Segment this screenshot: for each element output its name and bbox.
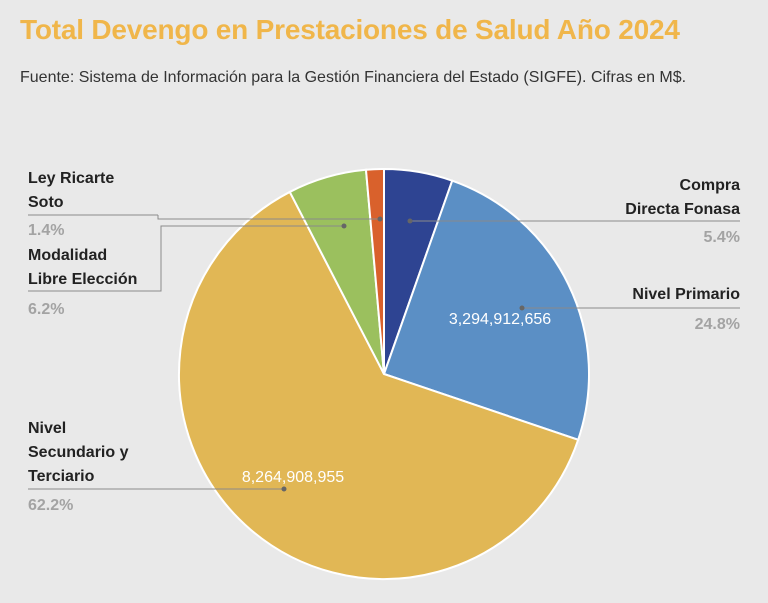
slice-label-line: Ley Ricarte (28, 170, 114, 187)
slice-label-line: Directa Fonasa (625, 201, 740, 218)
slice-label-mle: Modalidad Libre Elección (28, 247, 137, 288)
pie-slices (178, 167, 590, 580)
leader-dot-ricarte (377, 216, 383, 222)
slice-label-primario: Nivel Primario (632, 286, 740, 303)
slice-label-line: Soto (28, 194, 64, 211)
chart-subtitle: Fuente: Sistema de Información para la G… (20, 69, 687, 86)
slice-percent-mle: 6.2% (28, 301, 64, 318)
slice-percent-ricarte: 1.4% (28, 222, 64, 239)
slice-label-line: Nivel (28, 420, 66, 437)
pie-slice-secundario (178, 190, 580, 580)
leader-lines (28, 214, 740, 492)
slice-label-line: Modalidad (28, 247, 107, 264)
leader-dot-mle (341, 223, 347, 229)
slice-value-secundario: 8,264,908,955 (242, 469, 344, 486)
leader-dot-compra (407, 218, 413, 224)
pie-slice-primario (382, 179, 590, 442)
slice-label-line: Compra (680, 177, 741, 194)
slice-label-line: Nivel Primario (632, 286, 740, 303)
slice-percent-secundario: 62.2% (28, 497, 73, 514)
slice-value-primario: 3,294,912,656 (449, 311, 551, 328)
slice-label-line: Secundario y (28, 444, 129, 461)
leader-dot-primario (519, 305, 525, 311)
leader-dot-secundario (281, 486, 287, 492)
slice-label-secundario: Nivel Secundario y Terciario (28, 420, 129, 485)
slice-label-line: Terciario (28, 468, 95, 485)
slice-percent-primario: 24.8% (695, 316, 740, 333)
slice-label-line: Libre Elección (28, 271, 137, 288)
chart-title: Total Devengo en Prestaciones de Salud A… (20, 14, 680, 45)
slice-percent-compra: 5.4% (704, 229, 740, 246)
slice-labels: Compra Directa Fonasa 5.4% Nivel Primario 24… (28, 170, 740, 514)
leader-line-mle (28, 225, 344, 292)
slice-label-compra: Compra Directa Fonasa (625, 177, 740, 218)
slice-label-ricarte: Ley Ricarte Soto (28, 170, 114, 211)
leader-connector-ricarte (157, 215, 380, 220)
